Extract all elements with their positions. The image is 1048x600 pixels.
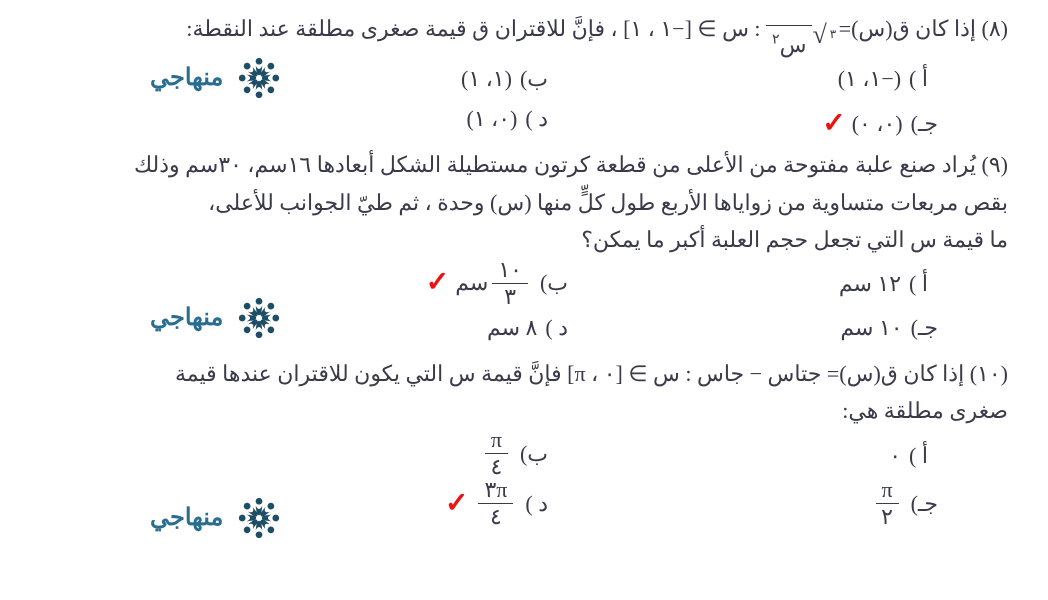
- q9-opt-c: جـ) ١٠ سم: [840, 309, 938, 346]
- q9-opt-a: أ ) ١٢ سم: [839, 265, 928, 302]
- q9-line2: بقص مربعات متساوية من زواياها الأربع طول…: [40, 184, 1008, 221]
- opt-letter: أ ): [909, 265, 928, 302]
- q8-radical: ٣ √ س٢: [766, 22, 833, 60]
- q8-stem-prefix: (٨) إذا كان ق(س)=: [833, 16, 1008, 41]
- frac-num: π: [876, 479, 899, 504]
- q10-opts-row1: أ ) ٠ ب) π ٤: [40, 429, 1008, 479]
- frac-den: ٤: [490, 504, 502, 528]
- opt-value: ٠: [889, 437, 901, 474]
- opt-value: ١٠ سم: [840, 309, 902, 346]
- opt-letter: ب): [520, 435, 548, 472]
- q8-opt-a: أ ) (−١، ١): [838, 60, 928, 97]
- fraction: π ٢: [876, 479, 899, 528]
- opt-letter: جـ): [911, 485, 938, 522]
- logo-watermark: منهاجي: [150, 290, 287, 346]
- opt-letter: جـ): [911, 309, 938, 346]
- q9-opt-d: د ) ٨ سم: [487, 309, 568, 346]
- q10-opt-d: د ) ٣π ٤ ✓: [445, 479, 548, 528]
- logo-icon: [231, 290, 287, 346]
- opt-letter: د ): [525, 485, 548, 522]
- opt-letter: ب): [540, 264, 568, 301]
- fraction: π ٤: [485, 429, 508, 478]
- q10-opt-a: أ ) ٠: [889, 437, 928, 474]
- unit: سم: [455, 264, 488, 301]
- logo-watermark: منهاجي: [150, 50, 287, 106]
- q8-opt-b: ب) (١، ١): [461, 60, 548, 97]
- q8-rad-body: س٢: [766, 25, 812, 63]
- opt-letter: جـ): [911, 105, 938, 142]
- surd-icon: √: [812, 22, 826, 48]
- q9-line3: ما قيمة س التي تجعل حجم العلبة أكبر ما ي…: [40, 221, 1008, 258]
- q9-opt-b: ب) ١٠ ٣ سم ✓: [426, 259, 568, 308]
- opt-letter: د ): [525, 100, 548, 137]
- opt-value: (٠، ١): [466, 100, 517, 137]
- logo-text: منهاجي: [150, 298, 223, 339]
- q10-stem1: (١٠) إذا كان ق(س)= جتاس − جاس : س ∋ [٠ ،…: [40, 355, 1008, 392]
- frac-num: ٣π: [478, 479, 513, 504]
- logo-watermark: منهاجي: [150, 490, 287, 546]
- q8-opt-c: جـ) (٠، ٠) ✓: [822, 100, 938, 148]
- frac-num: ١٠: [492, 259, 528, 284]
- opt-letter: أ ): [909, 60, 928, 97]
- q10-stem2: صغرى مطلقة هي:: [40, 392, 1008, 429]
- q8-opt-d: د ) (٠، ١): [466, 100, 548, 137]
- q9-line1: (٩) يُراد صنع علبة مفتوحة من الأعلى من ق…: [40, 146, 1008, 183]
- frac-num: π: [485, 429, 508, 454]
- logo-icon: [231, 50, 287, 106]
- logo-icon: [231, 490, 287, 546]
- frac-den: ٣: [504, 284, 516, 308]
- q10-opt-b: ب) π ٤: [481, 429, 548, 478]
- check-icon: ✓: [822, 100, 845, 148]
- opt-letter: د ): [545, 309, 568, 346]
- q8-opts-row2: جـ) (٠، ٠) ✓ د ) (٠، ١): [40, 100, 1008, 140]
- logo-text: منهاجي: [150, 58, 223, 99]
- opt-letter: أ ): [909, 437, 928, 474]
- frac-den: ٤: [490, 454, 502, 478]
- logo-text: منهاجي: [150, 498, 223, 539]
- q10-opt-c: جـ) π ٢: [872, 479, 938, 528]
- q8-rad-index: ٣: [830, 24, 836, 44]
- opt-value: (١، ١): [461, 60, 512, 97]
- q8-stem-suffix: : س ∋ [−١ ، ١] ، فإنَّ للاقتران ق قيمة ص…: [186, 16, 760, 41]
- opt-value: ١٢ سم: [839, 265, 901, 302]
- opt-value: (٠، ٠): [852, 105, 903, 142]
- opt-value: (−١، ١): [838, 60, 901, 97]
- opt-value: ٨ سم: [487, 309, 537, 346]
- check-icon: ✓: [445, 480, 468, 528]
- check-icon: ✓: [426, 259, 449, 307]
- opt-letter: ب): [520, 60, 548, 97]
- fraction: ٣π ٤: [478, 479, 513, 528]
- fraction: ١٠ ٣: [492, 259, 528, 308]
- frac-den: ٢: [881, 504, 893, 528]
